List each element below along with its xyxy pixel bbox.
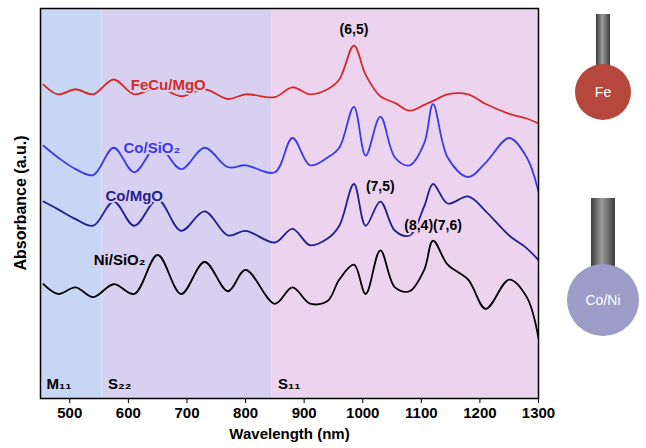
svg-text:Co/MgO: Co/MgO (105, 187, 163, 204)
svg-text:700: 700 (174, 404, 199, 421)
svg-text:(6,5): (6,5) (340, 21, 369, 37)
svg-text:S₂₂: S₂₂ (108, 375, 131, 392)
svg-text:1100: 1100 (405, 404, 438, 421)
svg-text:S₁₁: S₁₁ (278, 375, 300, 392)
svg-text:Co/SiO₂: Co/SiO₂ (123, 139, 180, 156)
svg-text:(8,4)(7,6): (8,4)(7,6) (404, 217, 462, 233)
svg-text:(7,5): (7,5) (366, 178, 395, 194)
svg-text:600: 600 (116, 404, 141, 421)
svg-text:500: 500 (57, 404, 82, 421)
svg-text:FeCu/MgO: FeCu/MgO (131, 76, 206, 93)
svg-text:Absorbance (a.u.): Absorbance (a.u.) (12, 135, 29, 270)
svg-text:M₁₁: M₁₁ (47, 375, 72, 392)
svg-text:800: 800 (233, 404, 258, 421)
svg-text:1300: 1300 (522, 404, 555, 421)
svg-text:900: 900 (292, 404, 317, 421)
svg-text:Wavelength (nm): Wavelength (nm) (229, 425, 349, 442)
svg-text:Co/Ni: Co/Ni (585, 292, 620, 308)
svg-text:Fe: Fe (595, 84, 612, 100)
svg-text:1000: 1000 (346, 404, 379, 421)
svg-text:1200: 1200 (463, 404, 496, 421)
svg-text:Ni/SiO₂: Ni/SiO₂ (94, 251, 146, 268)
